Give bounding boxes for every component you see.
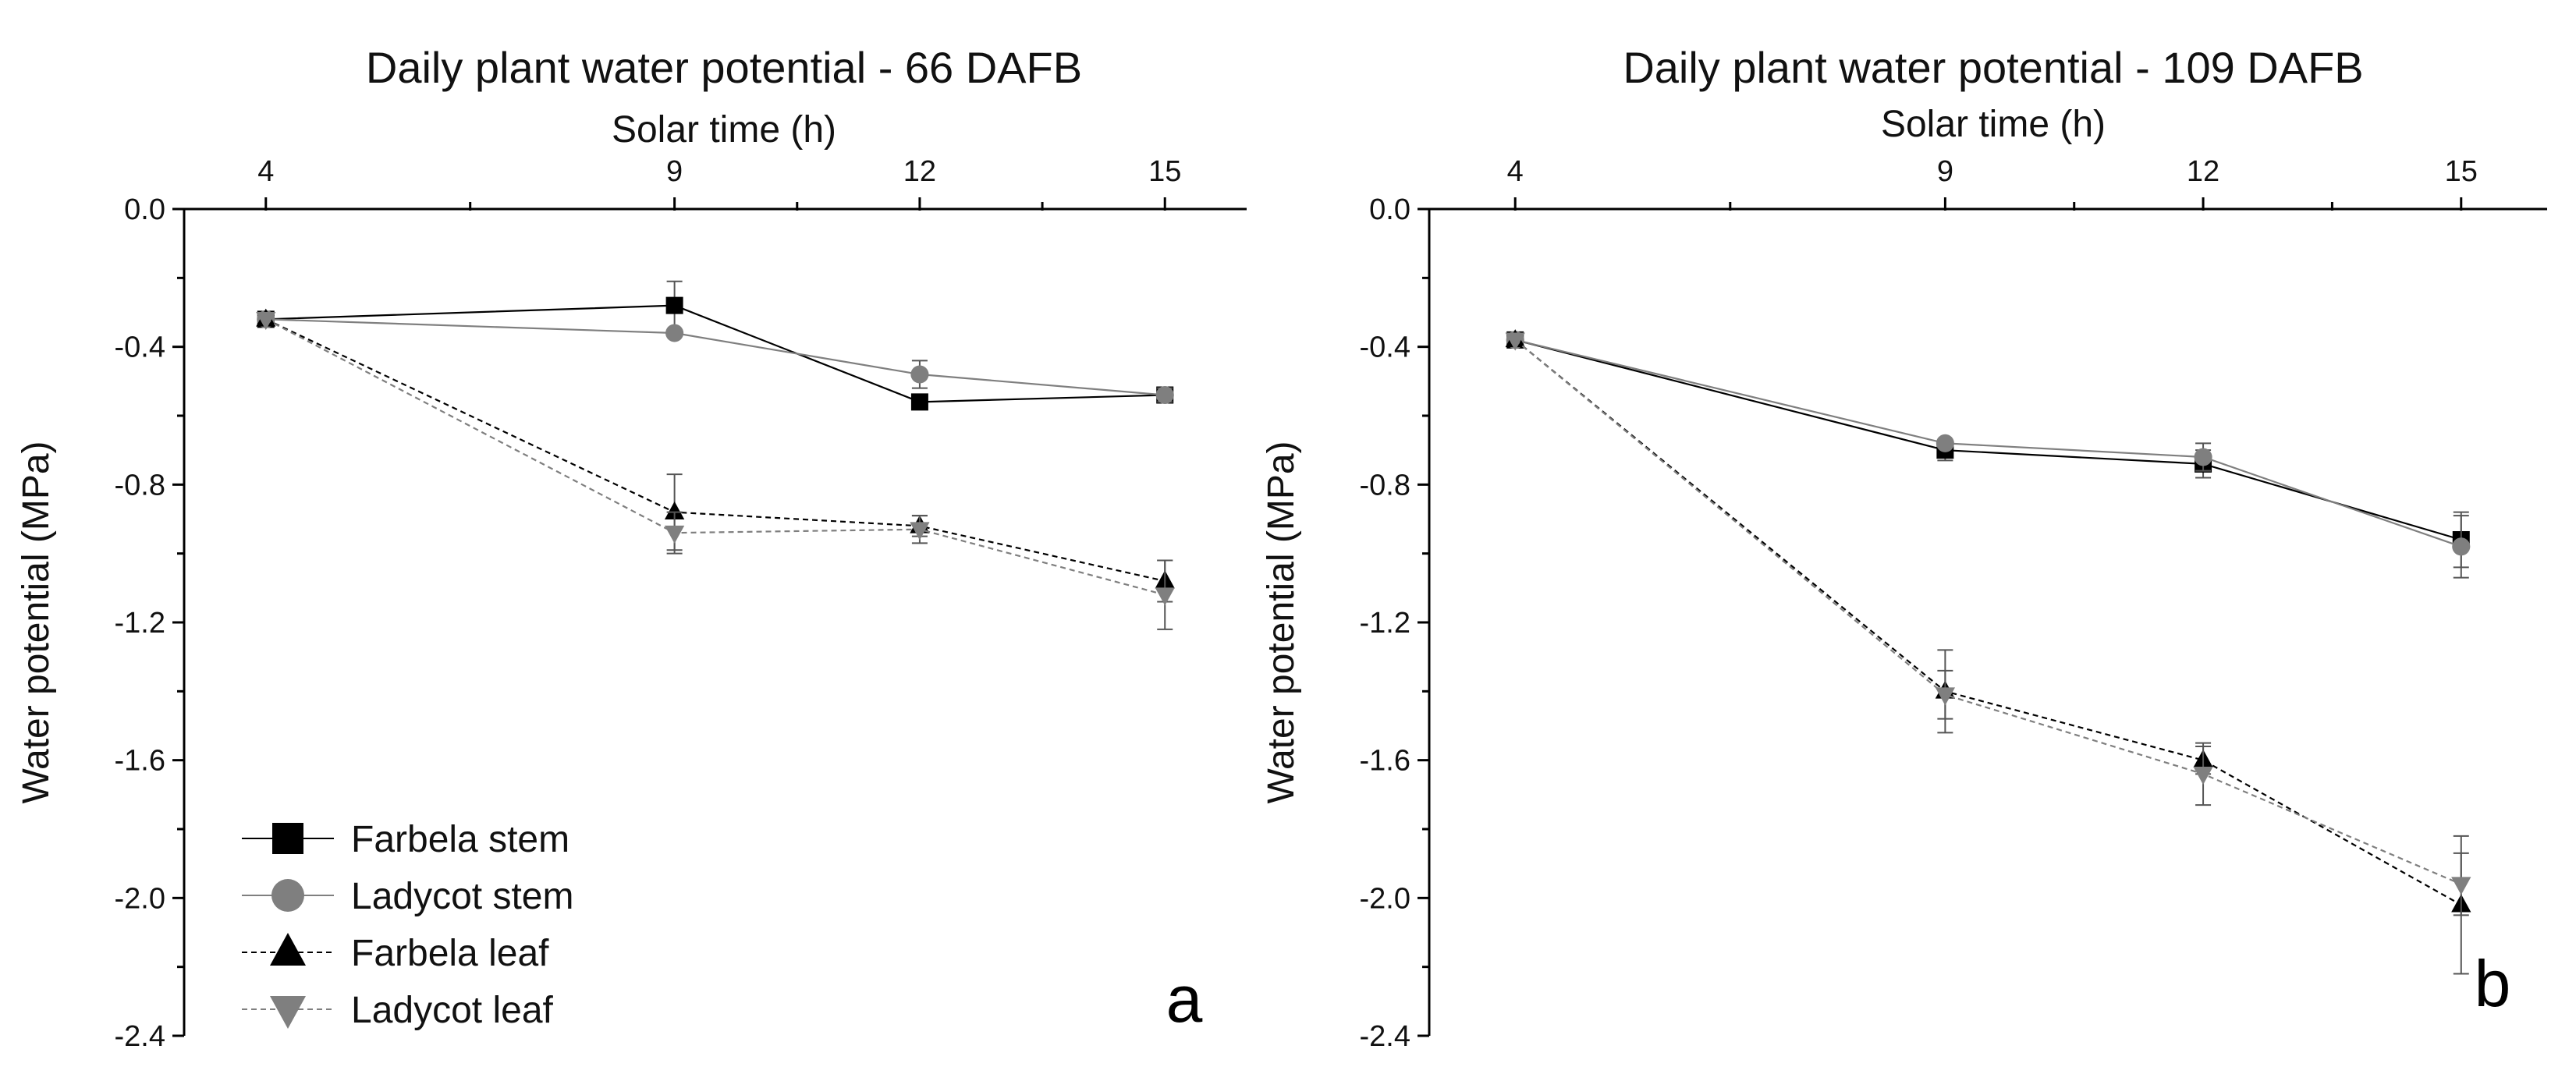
x-tick-label: 9 (666, 155, 683, 188)
series-ladycot-stem (1506, 331, 2471, 579)
data-point (256, 311, 276, 331)
y-tick-label: -1.6 (115, 745, 165, 778)
chart-panel-a: Daily plant water potential - 66 DAFB Sol… (16, 43, 1247, 1053)
x-tick-label: 4 (257, 155, 274, 188)
series-line (1514, 339, 2462, 541)
y-tick-label: 0.0 (1369, 193, 1410, 226)
series-line (265, 304, 1166, 403)
data-point (664, 525, 685, 544)
legend-label: Ladycot leaf (351, 990, 554, 1031)
y-tick-label: -0.8 (1360, 469, 1410, 502)
series-farbela-leaf (256, 308, 1175, 603)
y-tick-label: -2.0 (1360, 882, 1410, 915)
series-farbela-stem (1506, 331, 2470, 569)
data-point (664, 501, 685, 520)
data-point (1155, 385, 1174, 405)
y-tick-label: -0.8 (115, 469, 165, 502)
x-tick-label: 15 (1148, 155, 1181, 188)
series-farbela-leaf (1505, 329, 2471, 975)
legend-marker (270, 996, 306, 1029)
data-point (1155, 587, 1175, 606)
series-ladycot-leaf (1505, 332, 2471, 916)
y-tick-label: -0.4 (1360, 331, 1410, 364)
data-point (665, 324, 684, 342)
x-axis-label: Solar time (h) (1881, 104, 2106, 145)
x-tick-label: 12 (2187, 155, 2219, 188)
data-point (1505, 332, 1525, 351)
y-tick-label: -2.4 (115, 1020, 165, 1053)
legend-label: Farbela leaf (351, 933, 549, 974)
y-axis-label: Water potential (MPa) (1261, 441, 1302, 803)
legend-marker (271, 879, 304, 912)
data-point (2451, 877, 2471, 895)
x-tick-label: 4 (1507, 155, 1524, 188)
y-tick-label: 0.0 (124, 193, 165, 226)
data-point (1936, 434, 1954, 452)
data-point (2194, 448, 2212, 466)
legend-label: Ladycot stem (351, 876, 573, 917)
y-tick-label: -1.2 (1360, 607, 1410, 640)
series-line (1514, 339, 2462, 906)
x-tick-label: 12 (903, 155, 936, 188)
chart-title: Daily plant water potential - 109 DAFB (1623, 43, 2363, 92)
series-line (1514, 339, 2462, 885)
legend: Farbela stem Ladycot stem Farbela leaf Lady… (242, 819, 573, 1031)
x-tick-label: 15 (2445, 155, 2478, 188)
y-tick-label: -0.4 (115, 331, 165, 364)
panel-letter: b (2475, 947, 2511, 1020)
series-line (265, 318, 1166, 596)
series-farbela-stem (257, 280, 1174, 411)
data-point (910, 393, 928, 411)
y-tick-label: -2.0 (115, 882, 165, 915)
series-line (265, 318, 1166, 396)
y-tick-label: -1.6 (1360, 745, 1410, 778)
series-line (1514, 339, 2462, 548)
data-point (2452, 537, 2471, 556)
series-ladycot-leaf (256, 311, 1175, 630)
series-line (265, 318, 1166, 583)
chart-panel-b: Daily plant water potential - 109 DAFB So… (1261, 43, 2547, 1053)
y-tick-label: -2.4 (1360, 1020, 1410, 1053)
x-tick-label: 9 (1937, 155, 1953, 188)
chart-title: Daily plant water potential - 66 DAFB (366, 43, 1082, 92)
series-ladycot-stem (257, 310, 1174, 405)
data-point (665, 296, 683, 314)
y-tick-label: -1.2 (115, 607, 165, 640)
data-point (2193, 766, 2213, 785)
data-point (910, 522, 930, 541)
data-point (910, 365, 929, 384)
legend-label: Farbela stem (351, 819, 569, 860)
legend-marker (272, 823, 303, 854)
data-point (1935, 687, 1956, 706)
y-axis-label: Water potential (MPa) (16, 441, 57, 803)
legend-marker (270, 933, 306, 966)
panel-letter: a (1166, 962, 1203, 1036)
x-axis-label: Solar time (h) (612, 109, 836, 151)
